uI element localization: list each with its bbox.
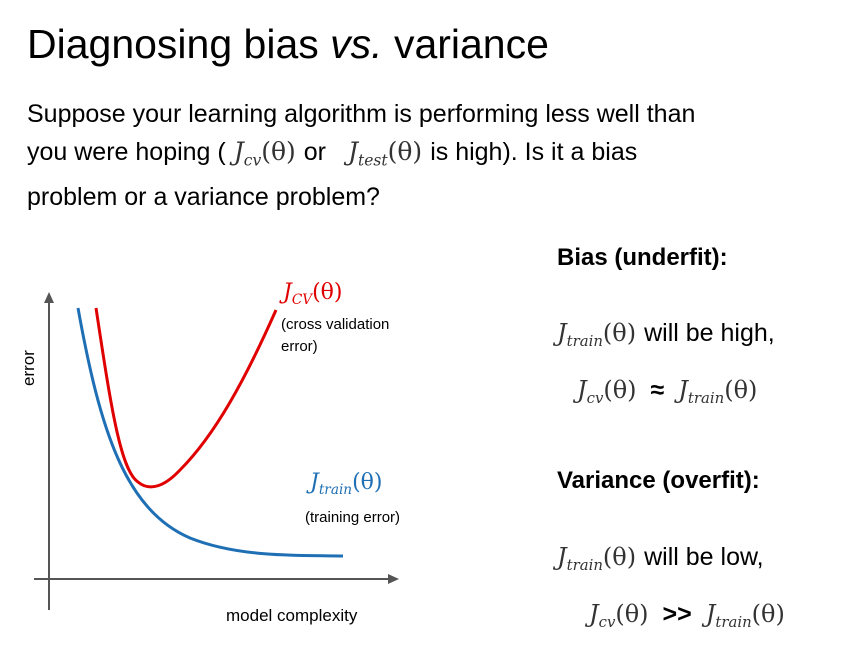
intro-line-1: Suppose your learning algorithm is perfo… bbox=[27, 100, 696, 128]
cv-curve-label: JCV(θ) bbox=[283, 280, 343, 308]
math-j-train: Jtrain(θ) bbox=[557, 319, 637, 351]
math-j-cv: Jcv(θ) bbox=[577, 376, 637, 408]
title-text: Diagnosing bias bbox=[27, 21, 331, 67]
title-text-end: variance bbox=[382, 21, 549, 67]
much-greater-sign: >> bbox=[662, 600, 692, 628]
variance-heading: Variance (overfit): bbox=[557, 467, 760, 494]
bias-high-text: will be high, bbox=[644, 319, 775, 347]
error-plot: error model complexity bbox=[19, 292, 399, 625]
train-curve-description: (training error) bbox=[305, 509, 401, 526]
intro-paragraph: Suppose your learning algorithm is perfo… bbox=[27, 96, 827, 216]
x-axis-label: model complexity bbox=[226, 606, 358, 625]
y-axis-arrow bbox=[44, 292, 54, 303]
math-j-train: Jtrain(θ) bbox=[678, 376, 758, 408]
cv-curve-description: (cross validation error) bbox=[281, 316, 390, 355]
variance-row-1: Jtrain(θ) will be low, bbox=[557, 540, 764, 582]
slide-title: Diagnosing bias vs. variance bbox=[27, 18, 549, 70]
x-axis-arrow bbox=[388, 574, 399, 584]
math-j-test: Jtest(θ) bbox=[348, 137, 423, 170]
train-curve-label: Jtrain(θ) bbox=[310, 470, 383, 498]
intro-line-3: problem or a variance problem? bbox=[27, 183, 380, 212]
cv-error-curve bbox=[94, 307, 278, 489]
math-j-cv: Jcv(θ) bbox=[589, 600, 649, 632]
title-vs: vs. bbox=[330, 21, 383, 67]
variance-low-text: will be low, bbox=[644, 543, 764, 571]
intro-text: you were hoping ( bbox=[27, 138, 226, 166]
y-axis-label: error bbox=[19, 350, 38, 386]
math-j-cv: Jcv(θ) bbox=[233, 137, 296, 170]
intro-text-end: is high). Is it a bias bbox=[430, 138, 638, 166]
math-j-train: Jtrain(θ) bbox=[705, 600, 785, 632]
bias-row-1: Jtrain(θ) will be high, bbox=[557, 316, 775, 358]
approx-sign: ≈ bbox=[650, 376, 665, 404]
bias-row-2: Jcv(θ) ≈ Jtrain(θ) bbox=[577, 373, 757, 415]
intro-line-2: you were hoping (Jcv(θ) or Jtest(θ) is high… bbox=[27, 133, 827, 179]
bias-heading: Bias (underfit): bbox=[557, 244, 728, 271]
math-j-train: Jtrain(θ) bbox=[557, 543, 637, 575]
intro-or: or bbox=[303, 138, 326, 166]
train-error-curve bbox=[76, 307, 344, 558]
variance-row-2: Jcv(θ) >> Jtrain(θ) bbox=[589, 597, 785, 639]
